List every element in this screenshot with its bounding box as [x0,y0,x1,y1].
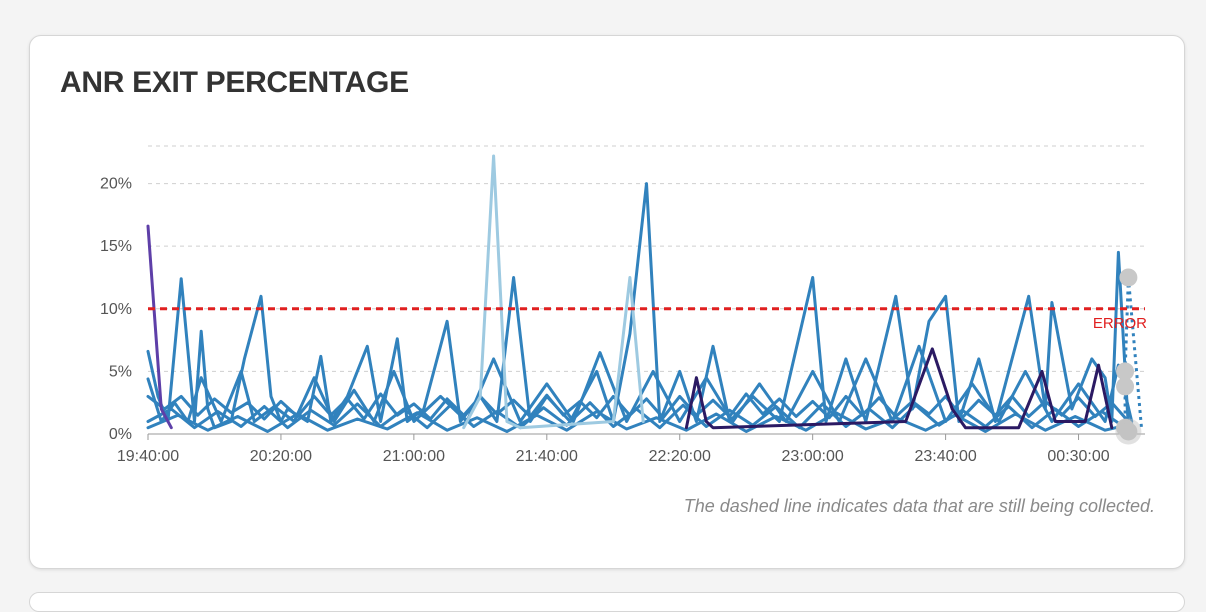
pending-point-marker [1119,422,1138,441]
chart-title: ANR EXIT PERCENTAGE [60,66,409,99]
x-tick-label: 22:20:00 [649,448,711,465]
collecting-data-footnote: The dashed line indicates data that are … [683,496,1155,516]
series-line [462,154,645,430]
series-line [146,410,1134,433]
series-line [684,347,1114,430]
series-line [146,224,173,430]
pending-point-marker [1116,362,1135,381]
x-tick-label: 19:40:00 [117,448,179,465]
pending-series-line [1126,277,1144,431]
y-tick-label: 10% [100,301,132,318]
error-threshold-label: ERROR [1093,315,1147,332]
series-line [146,344,1134,423]
x-tick-label: 23:00:00 [782,448,844,465]
anr-exit-card: ANR EXIT PERCENTAGE 0% 5% 10% 15% 20% 19:40:0… [29,35,1185,569]
series-line [146,392,1130,423]
pending-point-marker [1116,377,1135,396]
pending-point-marker [1119,268,1138,287]
pending-point-halo [1115,418,1142,445]
x-tick-label: 21:40:00 [516,448,578,465]
series-line [146,401,1127,430]
x-tick-label: 20:20:00 [250,448,312,465]
y-tick-label: 0% [109,426,132,443]
x-tick-label: 00:30:00 [1047,448,1109,465]
anr-exit-line-chart: 0% 5% 10% 15% 20% 19:40:00 20:20:00 21:00:00 21:… [100,145,1147,465]
x-tick-label: 23:40:00 [914,448,976,465]
series-line [146,182,1130,430]
x-tick-label: 21:00:00 [383,448,445,465]
y-tick-label: 20% [100,176,132,193]
y-tick-label: 5% [109,363,132,380]
next-card [29,592,1185,612]
y-tick-label: 15% [100,238,132,255]
